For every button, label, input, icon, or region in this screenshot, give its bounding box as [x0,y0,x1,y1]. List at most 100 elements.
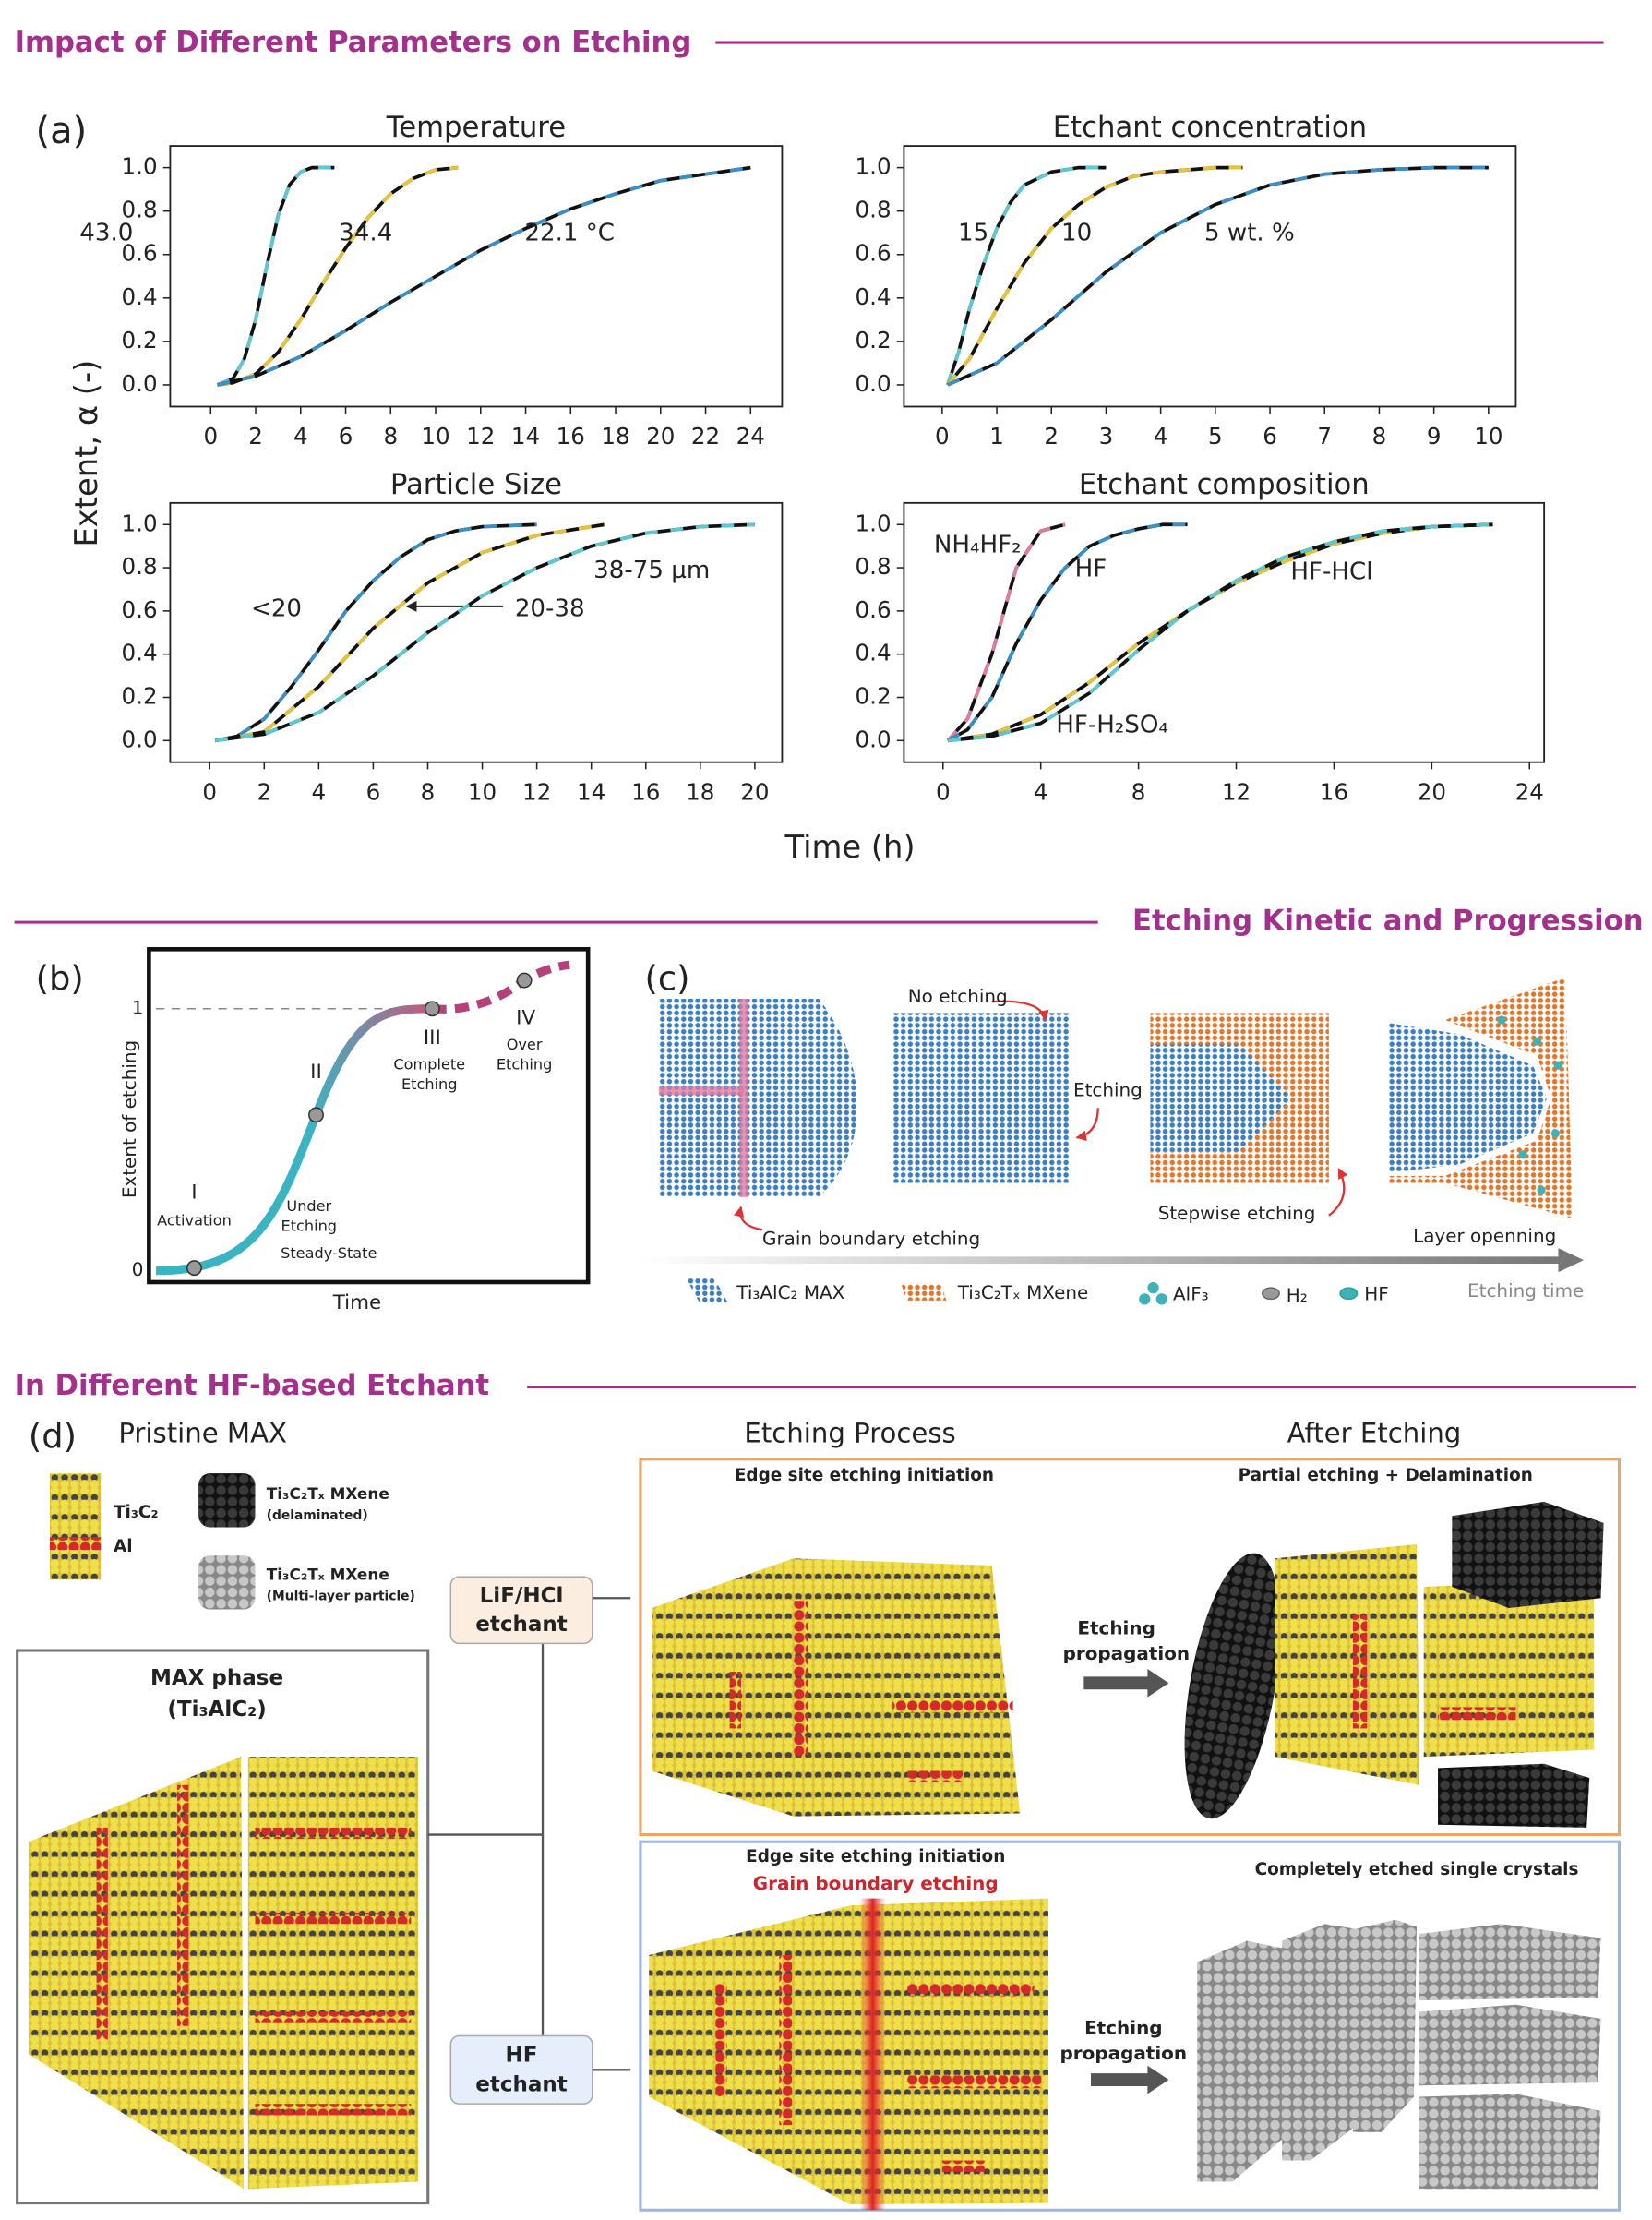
etchant-label: HF [506,2043,538,2067]
x-tick-label: 10 [468,778,497,805]
series-line [946,165,1243,387]
y-tick-label: 0.8 [856,197,892,223]
y-tick-label: 0.8 [856,553,892,580]
x-tick-label: 4 [1034,778,1048,805]
section-title: Impact of Different Parameters on Etchin… [15,27,692,59]
series-line [217,165,751,387]
x-tick-label: 5 [1208,423,1223,450]
x-tick-label: 6 [339,423,353,450]
y-tick-label: 0.2 [122,327,158,354]
x-tick-label: 1 [989,423,1004,450]
x-tick-label: 9 [1427,423,1442,450]
max-block [892,1013,1070,1183]
legend-icon [49,1537,102,1551]
y-tick-label: 1.0 [856,510,892,536]
delaminated-flake [1438,1763,1590,1828]
y-tick-label: 0.2 [856,327,892,354]
series-dash [946,165,1243,387]
x-tick-label: 14 [577,778,605,805]
annotation: Layer openning [1413,1224,1556,1246]
x-tick-label: 0 [936,778,951,805]
series-label: <20 [251,594,302,622]
x-tick-label: 14 [511,423,540,450]
series-dash [946,522,1066,742]
series-line [947,522,1493,743]
x-tick-label: 20 [646,423,675,450]
crystal [652,1558,1021,1817]
column-header: Etching Process [744,1418,955,1449]
grain-boundary [739,999,748,1197]
legend-label: H₂ [1287,1284,1308,1306]
opened-block [1388,1023,1548,1173]
panel-label: (c) [645,959,690,999]
axis-label: Etching time [1467,1279,1584,1302]
series-label: 10 [1061,220,1092,247]
x-tick-label: 2 [248,423,263,450]
series-line [214,522,537,743]
panel-label: (b) [36,959,84,999]
series-line [947,165,1489,387]
chart-title: Particle Size [390,469,562,501]
legend-icon [1139,1281,1167,1305]
column-header: Pristine MAX [118,1418,287,1449]
annotation: Etching [1073,1078,1143,1100]
x-tick-label: 24 [1515,778,1544,805]
etched-block [1150,1044,1292,1152]
x-tick-label: 0 [203,423,218,450]
x-tick-label: 8 [1131,778,1146,805]
etched-crystal [1197,1919,1601,2190]
y-tick-label: 0.4 [122,640,158,666]
x-tick-label: 7 [1317,423,1332,450]
plot-frame [903,145,1517,408]
series-dash [217,165,459,387]
series-dash [214,522,755,743]
legend-label: AlF₃ [1173,1282,1209,1304]
series-label: 43.0 [79,220,133,247]
y-tick-label: 0.8 [122,197,158,223]
alf3-particles [1497,1015,1563,1194]
al-layer [96,1784,412,2116]
stage-label: Activation [157,1211,232,1229]
legend-icon [686,1278,729,1303]
x-tick-label: 24 [736,423,765,450]
y-tick-label: 0.6 [122,596,158,623]
time-axis-head [1558,1248,1585,1273]
etchant-box [449,2034,593,2105]
grain-boundary [658,1086,744,1096]
legend-icon [1261,1287,1280,1301]
y-tick-label: 0.6 [856,240,892,267]
x-tick-label: 6 [366,778,381,805]
legend-label: Ti₃C₂Tₓ MXene [957,1281,1089,1303]
series-label: HF-HCl [1290,558,1372,586]
stage-point [308,1107,324,1123]
stage-label: Under [286,1197,331,1215]
series-dash [946,165,1107,386]
section-title: In Different HF-based Etchant [15,1370,490,1402]
axis-label: Extent, α (-) [68,360,104,547]
axis-label: Extent of etching [118,1040,140,1198]
stage-numeral: III [424,1026,441,1050]
grain [658,999,857,1197]
x-tick-label: 8 [421,778,436,805]
arrow-label: propagation [1063,1642,1191,1664]
stage-label: Etching [497,1056,552,1074]
y-tick-label: 0.0 [122,726,158,752]
stage-numeral: IV [516,1007,535,1030]
stage-numeral: I [191,1181,197,1204]
plot-frame [169,501,784,763]
stage-label: Complete [393,1056,465,1074]
step-label: Edge site etching initiation [735,1466,994,1485]
axis-label: Time [332,1291,382,1314]
stage-label: Steady-State [281,1244,377,1262]
crystal [649,1898,1048,2205]
box-title: (Ti₃AlC₂) [167,1698,266,1722]
panel-label: (a) [36,110,88,152]
y-tick-label: 0.0 [856,726,892,752]
legend-label: HF [1364,1282,1388,1304]
annotation: Grain boundary etching [762,1227,980,1249]
series-dash [214,522,537,743]
series-dash [947,522,1188,742]
series-dash [947,165,1489,387]
y-tick-label: 1 [132,996,144,1018]
